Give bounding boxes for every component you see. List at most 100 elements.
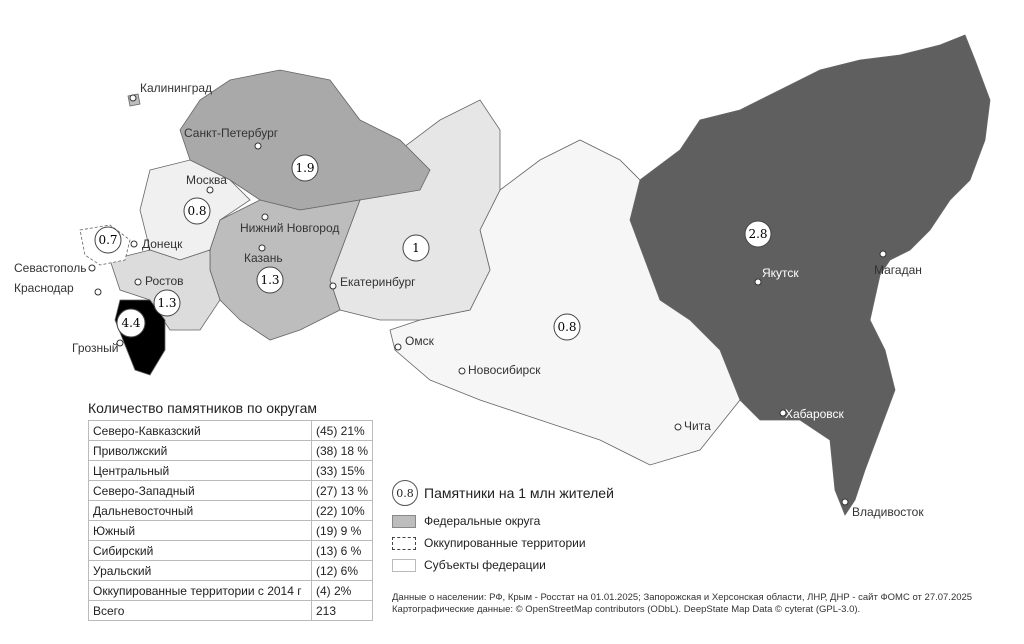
row-district: Всего (88, 600, 312, 621)
city-label: Санкт-Петербург (184, 126, 279, 140)
city-label: Чита (684, 419, 711, 433)
value-bubble (553, 313, 581, 341)
table-row: Всего 213 (88, 600, 373, 621)
row-district: Южный (88, 520, 312, 541)
legend-districts-label: Федеральные округа (424, 514, 541, 528)
value-label: 1 (412, 241, 420, 255)
row-district: Центральный (88, 460, 312, 481)
value-label: 0.7 (98, 233, 117, 247)
city-marker (94, 288, 102, 296)
table-row: Центральный (33) 15% (88, 460, 373, 481)
city-marker (879, 250, 887, 258)
city-label: Краснодар (14, 281, 74, 295)
row-value: (4) 2% (311, 580, 373, 601)
row-district: Северо-Западный (88, 480, 312, 501)
city-marker (116, 339, 124, 347)
value-label: 2.8 (748, 227, 767, 241)
table-row: Оккупированные территории с 2014 г (4) 2% (88, 580, 373, 601)
note-cartography: Картографические данные: © OpenStreetMap… (392, 604, 861, 615)
city-label: Новосибирск (468, 363, 541, 377)
row-value: (13) 6 % (311, 540, 373, 561)
city-marker (841, 498, 849, 506)
value-bubble (256, 266, 284, 294)
table-row: Дальневосточный (22) 10% (88, 500, 373, 521)
city-label: Нижний Новгород (240, 221, 339, 235)
row-district: Сибирский (88, 540, 312, 561)
legend-occupied-swatch (392, 536, 416, 550)
city-marker (130, 240, 138, 248)
city-marker (261, 213, 269, 221)
legend-occupied-label: Оккупированные территории (424, 536, 586, 550)
value-bubble (402, 234, 430, 262)
row-value: (27) 13 % (311, 480, 373, 501)
city-marker (254, 142, 262, 150)
table-row: Уральский (12) 6% (88, 560, 373, 581)
table-row: Южный (19) 9 % (88, 520, 373, 541)
city-marker (206, 186, 214, 194)
legend-bubble-icon: 0.8 (392, 480, 418, 506)
value-label: 1.3 (260, 273, 279, 287)
table-row: Северо-Кавказский (45) 21% (88, 420, 373, 441)
city-marker (88, 264, 96, 272)
city-marker (779, 409, 787, 417)
city-label: Ростов (145, 274, 184, 288)
city-marker (754, 278, 762, 286)
city-marker (394, 343, 402, 351)
row-value: (45) 21% (311, 420, 373, 441)
value-bubble (744, 220, 772, 248)
row-district: Приволжский (88, 440, 312, 461)
table-title: Количество памятников по округам (88, 400, 318, 416)
city-marker (674, 423, 682, 431)
city-label: Казань (244, 251, 283, 265)
city-marker (329, 282, 337, 290)
value-bubble (116, 308, 146, 338)
city-label: Севастополь (14, 261, 86, 275)
row-district: Оккупированные территории с 2014 г (88, 580, 312, 601)
row-district: Дальневосточный (88, 500, 312, 521)
value-label: 4.4 (121, 316, 140, 330)
legend: 0.8 Памятники на 1 млн жителей Федеральны… (392, 480, 614, 580)
city-marker (458, 367, 466, 375)
value-label: 0.8 (557, 320, 576, 334)
monuments-table: Количество памятников по округам Северо-… (88, 400, 373, 621)
city-label: Владивосток (852, 505, 924, 519)
value-label: 0.8 (187, 204, 206, 218)
row-value: (19) 9 % (311, 520, 373, 541)
legend-subjects-swatch (392, 558, 416, 572)
city-marker (129, 94, 137, 102)
region-northwest[interactable] (179, 69, 431, 211)
row-value: (38) 18 % (311, 440, 373, 461)
legend-district-swatch (392, 514, 416, 528)
value-label: 1.9 (295, 161, 314, 175)
table-row: Приволжский (38) 18 % (88, 440, 373, 461)
row-district: Уральский (88, 560, 312, 581)
value-bubble (183, 197, 211, 225)
legend-bubble-label: Памятники на 1 млн жителей (424, 485, 614, 501)
row-value: (22) 10% (311, 500, 373, 521)
table-row: Северо-Западный (27) 13 % (88, 480, 373, 501)
city-label: Хабаровск (785, 407, 845, 421)
city-label: Калининград (140, 81, 212, 95)
table-row: Сибирский (13) 6 % (88, 540, 373, 561)
city-label: Москва (186, 173, 227, 187)
city-label: Магадан (874, 263, 922, 277)
value-bubble (153, 289, 181, 317)
value-bubble (94, 226, 122, 254)
city-label: Донецк (142, 237, 183, 251)
row-value: 213 (311, 600, 373, 621)
legend-subjects-label: Субъекты федерации (424, 558, 546, 572)
value-bubble (291, 154, 319, 182)
city-label: Екатеринбург (340, 275, 416, 289)
city-label: Грозный (72, 341, 119, 355)
row-district: Северо-Кавказский (88, 420, 312, 441)
city-marker (134, 278, 142, 286)
city-label: Якутск (762, 266, 799, 280)
city-label: Омск (405, 334, 435, 348)
city-marker (258, 244, 266, 252)
note-population: Данные о населении: РФ, Крым - Росстат н… (392, 592, 973, 603)
value-label: 1.3 (157, 296, 176, 310)
source-notes: Данные о населении: РФ, Крым - Росстат н… (392, 592, 972, 616)
row-value: (33) 15% (311, 460, 373, 481)
row-value: (12) 6% (311, 560, 373, 581)
